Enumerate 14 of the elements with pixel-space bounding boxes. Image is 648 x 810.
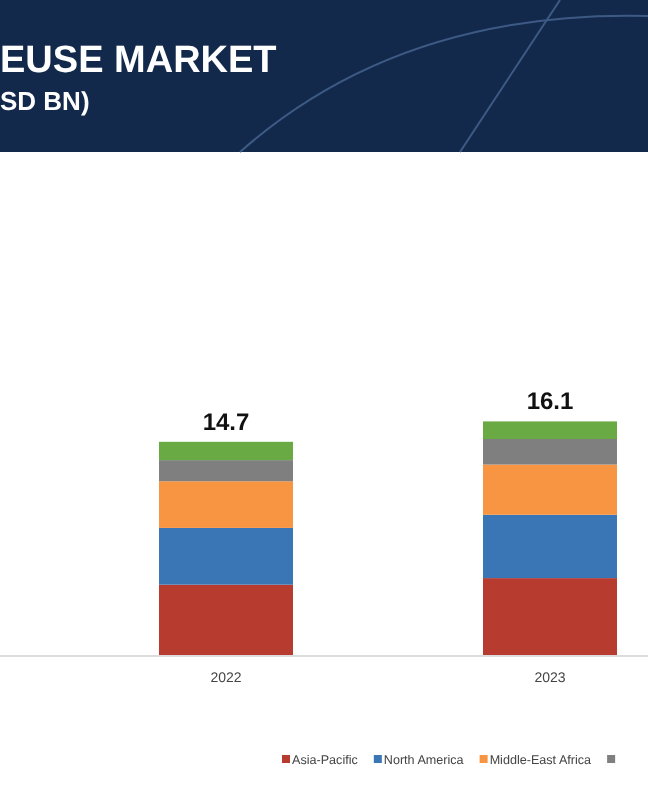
chart-subtitle: SD BN): [0, 86, 90, 116]
bar: [483, 464, 617, 515]
chart-title: EUSE MARKET: [0, 40, 278, 82]
bar: [159, 460, 293, 482]
bar: [483, 421, 617, 439]
bar: [159, 584, 293, 656]
bar: [483, 514, 617, 579]
bar: [159, 481, 293, 528]
annotation: 14.7: [202, 407, 250, 436]
bar: [159, 527, 293, 585]
annotation: 16.1: [526, 387, 574, 416]
bar: [483, 578, 617, 656]
bar: [159, 441, 293, 461]
bar: [483, 438, 617, 465]
